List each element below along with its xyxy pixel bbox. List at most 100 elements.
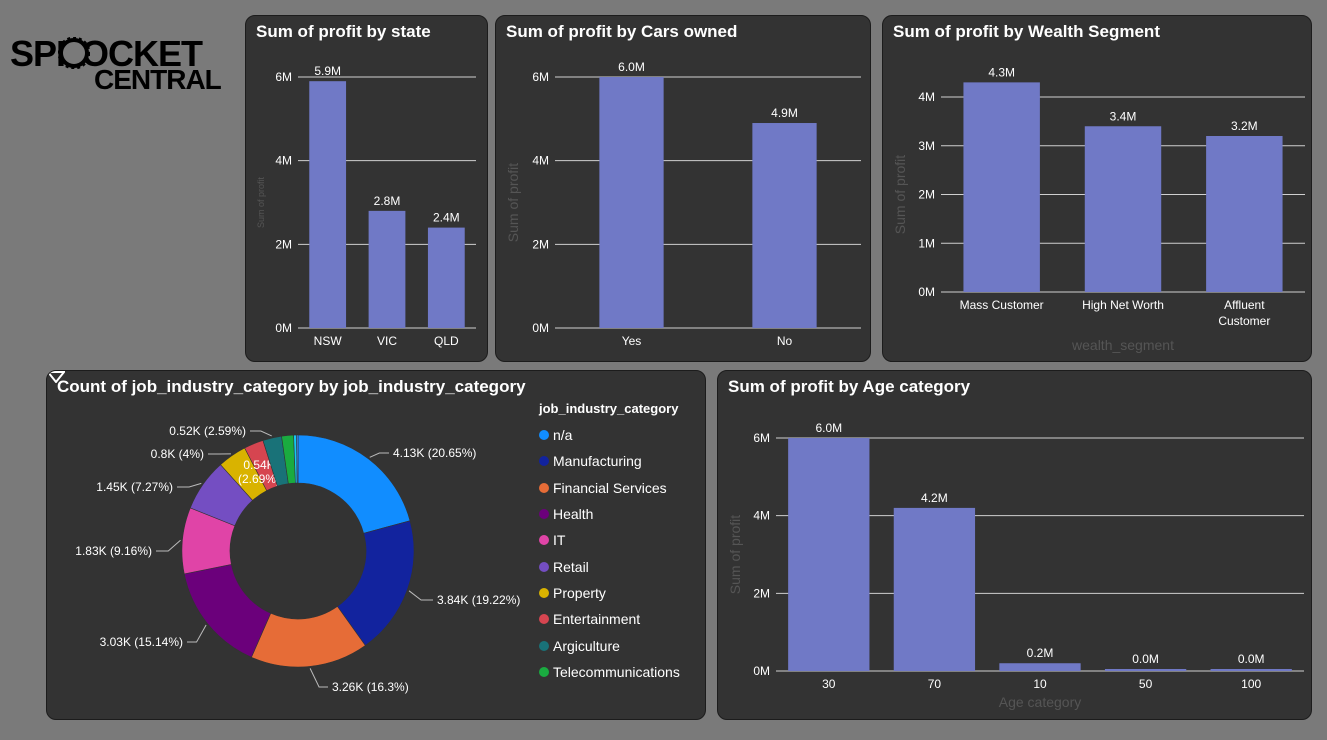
- y-tick-label: 4M: [753, 509, 770, 523]
- slice-label: 3.84K (19.22%): [437, 593, 520, 607]
- y-tick-label: 0M: [918, 285, 935, 299]
- bar: [963, 82, 1040, 292]
- chart-profit-by-state[interactable]: Sum of profit by state 0M 2M 4M 6M Sum of pr…: [245, 15, 488, 362]
- donut-slice: [183, 564, 272, 658]
- legend-swatch: [539, 587, 549, 598]
- legend-item[interactable]: Entertainment: [539, 606, 680, 632]
- legend-swatch: [539, 561, 549, 572]
- bar-chart-svg: 0M 2M 4M 6M Sum of profit 6.0M Yes 4.9M No: [505, 60, 861, 348]
- bar: [1206, 136, 1283, 292]
- x-tick-label: QLD: [434, 334, 459, 348]
- legend-label: Manufacturing: [553, 453, 642, 470]
- leader-line: [250, 430, 272, 437]
- leader-line: [408, 590, 433, 601]
- data-label: 2.4M: [433, 211, 460, 225]
- x-tick-label: 30: [822, 677, 836, 691]
- legend-label: Entertainment: [553, 611, 641, 628]
- legend-item[interactable]: Property: [539, 580, 680, 606]
- chart-title: Sum of profit by Age category: [728, 377, 971, 396]
- x-axis-title: wealth_segment: [1071, 337, 1174, 353]
- donut-chart-svg: 4.13K (20.65%) 3.84K (19.22%) 3.26K (16.3%…: [75, 424, 520, 694]
- sprocket-central-logo: SPROCKET CENTRAL: [10, 36, 225, 98]
- chart-title: Count of job_industry_category by job_in…: [57, 377, 526, 396]
- y-tick-label: 6M: [753, 431, 770, 445]
- bar: [999, 663, 1081, 671]
- legend-swatch: [539, 640, 549, 651]
- y-tick-label: 4M: [532, 154, 549, 168]
- x-tick-label: Affluent: [1224, 298, 1265, 312]
- y-tick-label: 6M: [532, 70, 549, 84]
- y-tick-label: 2M: [275, 237, 292, 251]
- chart-job-industry-donut[interactable]: Count of job_industry_category by job_in…: [46, 370, 706, 720]
- data-label: 0.0M: [1132, 652, 1159, 666]
- chart-profit-by-wealth-segment[interactable]: Sum of profit by Wealth Segment 0M 1M 2M 3M…: [882, 15, 1312, 362]
- x-tick-label: 50: [1139, 677, 1153, 691]
- legend-label: Retail: [553, 558, 589, 575]
- x-tick-label: Customer: [1218, 314, 1270, 328]
- data-label: 6.0M: [815, 421, 842, 435]
- bar-chart-svg: 0M 2M 4M 6M Sum of profit 5.9M NSW 2.8M VIC 2.4M Q…: [256, 64, 476, 348]
- legend-item[interactable]: Retail: [539, 553, 680, 579]
- chart-profit-by-age-category[interactable]: Sum of profit by Age category 0M 2M 4M 6M Su…: [717, 370, 1312, 720]
- slice-label: 1.45K (7.27%): [96, 480, 173, 494]
- x-tick-label: 70: [928, 677, 942, 691]
- legend-item[interactable]: Manufacturing: [539, 448, 680, 474]
- x-tick-label: VIC: [377, 334, 397, 348]
- data-label: 4.3M: [988, 65, 1015, 79]
- bar: [893, 507, 976, 671]
- x-tick-label: NSW: [314, 334, 343, 348]
- slice-label: 3.03K (15.14%): [100, 635, 183, 649]
- bar: [1104, 669, 1187, 671]
- legend-item[interactable]: Financial Services: [539, 475, 680, 501]
- donut-slice: [296, 434, 299, 484]
- legend-label: IT: [553, 532, 566, 549]
- legend-item[interactable]: Health: [539, 501, 680, 527]
- legend-swatch: [539, 509, 549, 520]
- legend-swatch: [539, 535, 549, 546]
- data-label: 3.4M: [1110, 109, 1137, 123]
- slice-label: (2.69%): [238, 472, 280, 486]
- y-tick-label: 6M: [275, 70, 292, 84]
- x-tick-label: Yes: [622, 334, 642, 348]
- leader-line: [156, 539, 181, 552]
- legend-item[interactable]: IT: [539, 527, 680, 553]
- leader-line: [187, 624, 207, 643]
- data-label: 4.2M: [921, 491, 948, 505]
- y-tick-label: 4M: [275, 154, 292, 168]
- legend-label: Health: [553, 506, 594, 523]
- bar-chart-svg: 0M 1M 2M 3M 4M Sum of profit wealth_segment 4.3…: [892, 65, 1305, 353]
- data-label: 0.2M: [1027, 646, 1054, 660]
- y-tick-label: 2M: [532, 237, 549, 251]
- x-tick-label: 100: [1241, 677, 1261, 691]
- bar: [309, 81, 347, 328]
- legend-swatch: [539, 482, 549, 493]
- bar: [788, 438, 870, 671]
- leader-line: [369, 452, 389, 458]
- chart-profit-by-cars-owned[interactable]: Sum of profit by Cars owned 0M 2M 4M 6M Sum …: [495, 15, 871, 362]
- slice-label: 3.26K (16.3%): [332, 680, 409, 694]
- legend-item[interactable]: n/a: [539, 422, 680, 448]
- legend-item[interactable]: Argiculture: [539, 632, 680, 658]
- slice-label: 0.52K (2.59%): [169, 424, 246, 438]
- chart-legend: job_industry_category n/a Manufacturing Fi…: [539, 401, 680, 685]
- bar: [752, 123, 817, 329]
- bar: [1210, 669, 1292, 671]
- legend-title: job_industry_category: [539, 401, 679, 416]
- y-tick-label: 2M: [753, 586, 770, 600]
- y-axis-title: Sum of profit: [505, 163, 521, 242]
- legend-swatch: [539, 430, 549, 441]
- legend-item[interactable]: Telecommunications: [539, 659, 680, 685]
- bar: [368, 210, 406, 328]
- chart-title: Sum of profit by Cars owned: [506, 22, 738, 41]
- x-tick-label: 10: [1033, 677, 1047, 691]
- y-tick-label: 0M: [275, 321, 292, 335]
- x-tick-label: High Net Worth: [1082, 298, 1164, 312]
- legend-scroll-down-icon[interactable]: [47, 371, 65, 383]
- data-label: 5.9M: [314, 64, 341, 78]
- y-tick-label: 0M: [532, 321, 549, 335]
- logo-line2: CENTRAL: [94, 64, 222, 95]
- chart-title: Sum of profit by Wealth Segment: [893, 22, 1160, 41]
- x-tick-label: No: [777, 334, 793, 348]
- legend-label: Telecommunications: [553, 663, 680, 680]
- legend-swatch: [539, 456, 549, 467]
